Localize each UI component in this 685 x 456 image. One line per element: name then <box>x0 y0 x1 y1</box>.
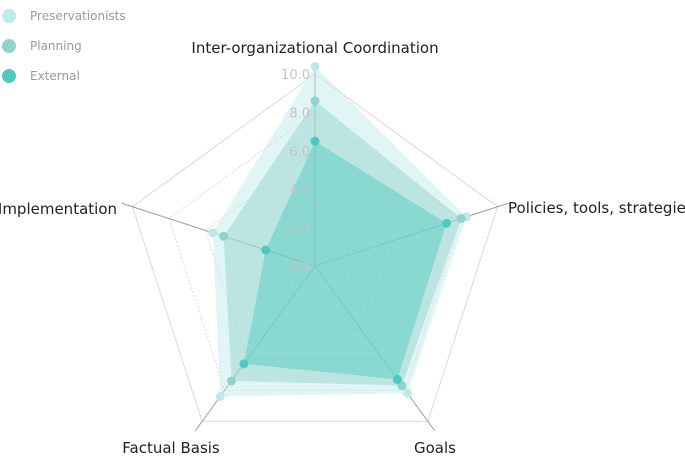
axis-label-1: Inter-organizational Coordination <box>191 39 438 57</box>
series-1-point-4 <box>215 391 225 401</box>
tick-label: 4.0 <box>289 183 310 198</box>
series-area-1 <box>212 66 467 397</box>
legend-swatch-1 <box>2 9 16 23</box>
radar-grid <box>131 73 499 422</box>
grid-ring-2 <box>241 188 389 329</box>
series-1-point-5 <box>208 228 218 238</box>
tick-label: 6.0 <box>289 145 310 160</box>
series-3-point-2 <box>441 218 451 228</box>
series-2-point-5 <box>219 231 229 241</box>
series-3-point-1 <box>310 136 320 146</box>
series-3-point-5 <box>261 245 271 255</box>
series-2-point-2 <box>456 214 466 224</box>
series-1-point-3 <box>403 388 413 398</box>
series-area-3 <box>243 141 447 380</box>
grid-ring-3 <box>204 150 426 360</box>
axis-label-4: Factual Basis <box>122 439 220 456</box>
grid-ring-5 <box>131 73 499 422</box>
tick-label: 10.0 <box>281 68 310 83</box>
axis-line-5 <box>121 202 316 267</box>
series-2-point-1 <box>310 96 320 106</box>
series-3-point-4 <box>239 359 249 369</box>
radar-series <box>208 61 472 401</box>
legend-swatch-3 <box>2 69 16 83</box>
legend-label-3: External <box>30 69 80 83</box>
grid-ring-1 <box>277 226 353 298</box>
axis-line-3 <box>314 265 436 431</box>
legend-label-2: Planning <box>30 39 82 53</box>
series-2-point-4 <box>226 376 236 386</box>
axis-label-5: Implementation <box>0 200 117 218</box>
legend-swatch-2 <box>2 39 16 53</box>
tick-label: 0.0 <box>289 260 310 275</box>
tick-label: 8.0 <box>289 106 310 121</box>
axis-line-2 <box>314 202 509 267</box>
axis-label-2: Policies, tools, strategies <box>508 199 685 217</box>
legend: Preservationists Planning External <box>2 9 126 83</box>
legend-label-1: Preservationists <box>30 9 126 23</box>
series-1-point-1 <box>310 61 320 71</box>
grid-ring-4 <box>168 111 462 391</box>
radar-ticks: 0.0 2.0 4.0 6.0 8.0 10.0 <box>281 68 310 275</box>
axis-line-4 <box>194 265 316 431</box>
axis-label-3: Goals <box>414 439 456 456</box>
series-2-point-3 <box>397 381 407 391</box>
series-area-2 <box>223 100 462 386</box>
tick-label: 2.0 <box>289 222 310 237</box>
radar-axis-labels: Inter-organizational Coordination Policie… <box>0 39 685 456</box>
series-3-point-3 <box>392 374 402 384</box>
